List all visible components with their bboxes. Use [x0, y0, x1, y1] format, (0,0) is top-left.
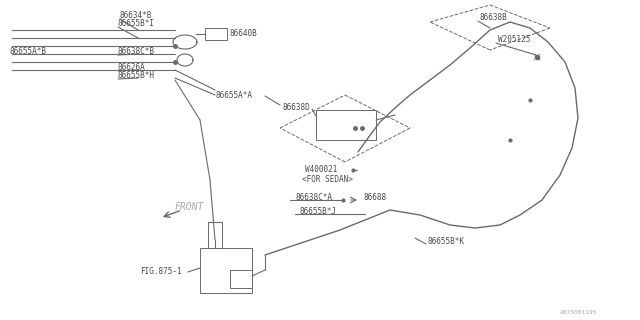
Text: 86655B*I: 86655B*I [118, 20, 155, 28]
Text: 86634*B: 86634*B [120, 12, 152, 20]
Text: 86655B*J: 86655B*J [300, 207, 337, 217]
Text: W205125: W205125 [498, 36, 531, 44]
Text: 86638D: 86638D [282, 102, 310, 111]
Text: 86655B*H: 86655B*H [118, 71, 155, 81]
Bar [208, 222, 222, 248]
Text: 86638C*B: 86638C*B [118, 47, 155, 57]
Text: 86638C*A: 86638C*A [295, 194, 332, 203]
Text: <FOR SEDAN>: <FOR SEDAN> [302, 174, 353, 183]
Text: 86655A*B: 86655A*B [10, 47, 47, 57]
Text: 86655B*K: 86655B*K [428, 237, 465, 246]
Bar [316, 110, 376, 140]
Text: FIG.875-1: FIG.875-1 [140, 268, 182, 276]
Text: 86626A: 86626A [118, 63, 146, 73]
Text: 86688: 86688 [363, 194, 386, 203]
Text: FRONT: FRONT [175, 202, 204, 212]
Text: 86638B: 86638B [480, 13, 508, 22]
Bar [200, 248, 252, 293]
Text: 86655A*A: 86655A*A [215, 92, 252, 100]
Bar [230, 270, 252, 288]
Text: A875001195: A875001195 [560, 310, 598, 316]
Bar [205, 28, 227, 40]
Text: W400021: W400021 [305, 165, 337, 174]
Text: 86640B: 86640B [230, 29, 258, 38]
